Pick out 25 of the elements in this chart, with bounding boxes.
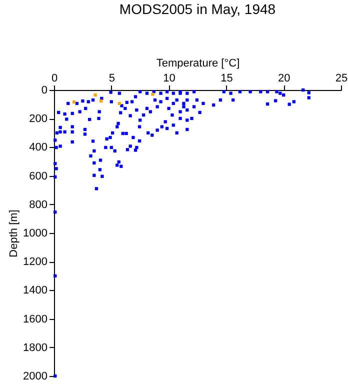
x-tick-label: 5 xyxy=(108,72,115,84)
y-axis-title: Depth [m] xyxy=(8,210,20,258)
point xyxy=(118,102,122,106)
x-tick-label: 0 xyxy=(51,72,58,84)
y-tick-label: 0 xyxy=(41,84,48,96)
point xyxy=(94,93,97,97)
y-tick-label: 800 xyxy=(29,198,48,211)
y-tick-label: 1200 xyxy=(23,256,48,268)
y-tick-label: 1600 xyxy=(23,313,48,326)
x-tick-label: 25 xyxy=(335,72,348,84)
point xyxy=(99,99,103,103)
x-tick-label: 10 xyxy=(163,72,176,84)
point xyxy=(151,92,154,96)
x-tick-label: 20 xyxy=(278,72,290,84)
y-tick-label: 1800 xyxy=(23,342,48,354)
y-tick-label: 200 xyxy=(29,113,48,126)
point xyxy=(72,100,76,104)
y-tick-label: 600 xyxy=(29,170,48,182)
y-tick-label: 1400 xyxy=(23,284,48,297)
y-tick-label: 400 xyxy=(29,142,48,154)
y-tick-label: 1000 xyxy=(23,228,48,240)
y-tick-label: 2000 xyxy=(23,370,48,382)
x-axis-title: Temperature [°C] xyxy=(156,58,240,70)
chart-title: MODS2005 in May, 1948 xyxy=(119,1,276,17)
x-tick-label: 15 xyxy=(220,72,233,84)
